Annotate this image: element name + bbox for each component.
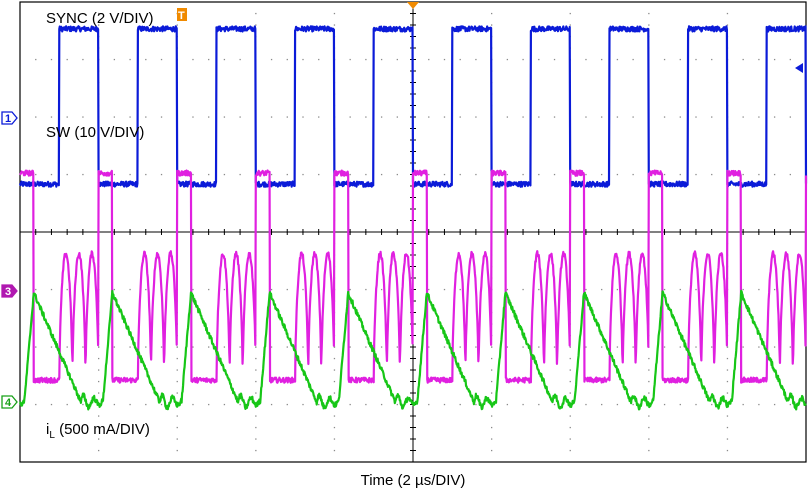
ch1-marker: 1 xyxy=(1,111,18,125)
trace-ch1 xyxy=(18,25,808,188)
ch4-marker-text: 4 xyxy=(5,397,12,409)
traces xyxy=(18,25,808,411)
trigger-edge-marker xyxy=(795,63,803,73)
trace-ch4 xyxy=(18,289,807,411)
il-label-sub: L xyxy=(49,430,55,441)
ch4-marker: 4 xyxy=(1,395,18,409)
trace-ch3 xyxy=(19,169,808,384)
sw-label: SW (10 V/DIV) xyxy=(46,124,144,141)
il-label: iL (500 mA/DIV) xyxy=(46,421,150,441)
trigger-position-marker xyxy=(407,2,419,9)
trigger-level-marker: T xyxy=(177,8,187,22)
ch3-marker: 3 xyxy=(1,284,18,298)
time-axis-label: Time (2 µs/DIV) xyxy=(361,472,466,489)
sync-label: SYNC (2 V/DIV) xyxy=(46,10,154,27)
il-label-main: i xyxy=(46,421,49,438)
trigger-level-text: T xyxy=(178,10,185,22)
ch1-marker-text: 1 xyxy=(5,113,11,125)
ch3-marker-text: 3 xyxy=(5,286,11,298)
il-label-rest: (500 mA/DIV) xyxy=(55,421,150,438)
